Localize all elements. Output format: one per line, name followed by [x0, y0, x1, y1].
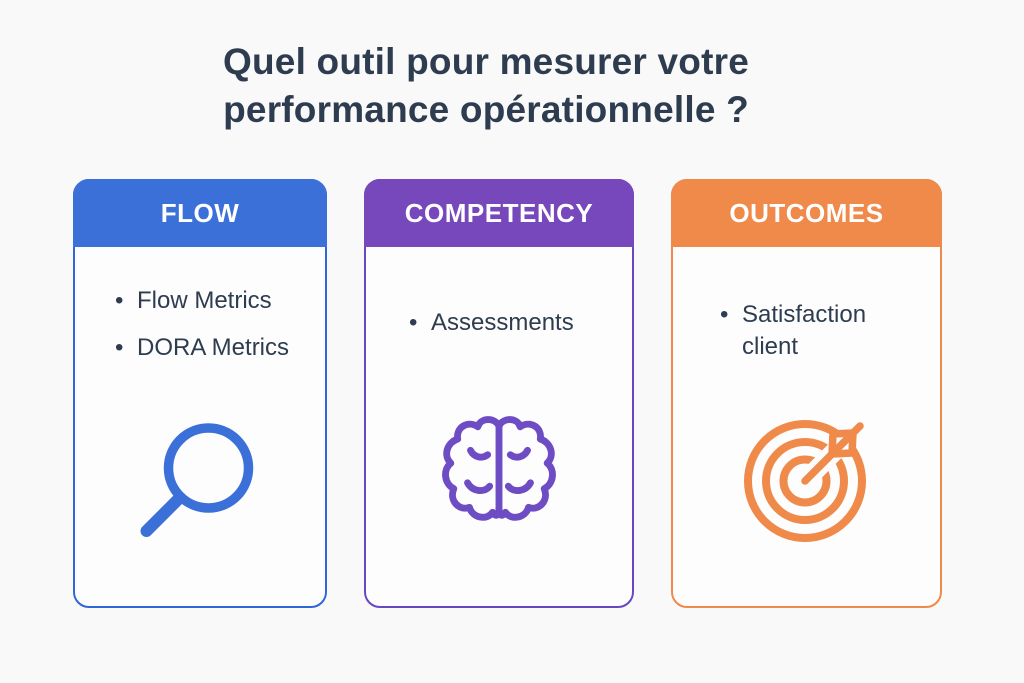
brain-icon [440, 410, 558, 537]
card-outcomes: OUTCOMES Satisfaction client [671, 179, 942, 608]
magnifier-icon [133, 418, 268, 558]
card-competency-header: COMPETENCY [364, 179, 634, 247]
card-flow-title: FLOW [160, 197, 240, 228]
list-item: DORA Metrics [115, 332, 325, 364]
card-flow-list: Flow Metrics DORA Metrics [75, 247, 325, 364]
page-title-line-2: performance opérationnelle ? [223, 89, 749, 130]
card-competency-title: COMPETENCY [404, 197, 594, 228]
page-title: Quel outil pour mesurer votre performanc… [0, 38, 972, 134]
card-flow-header: FLOW [73, 179, 327, 247]
list-item: Flow Metrics [115, 285, 325, 317]
card-competency-list: Assessments [366, 247, 632, 339]
cards-row: FLOW Flow Metrics DORA Metrics COMPETENC… [73, 179, 942, 608]
page-title-line-1: Quel outil pour mesurer votre [223, 41, 749, 82]
card-competency: COMPETENCY Assessments [364, 179, 634, 608]
target-icon [738, 405, 888, 550]
list-item: Assessments [409, 307, 632, 339]
list-item: Satisfaction client [720, 299, 907, 363]
card-outcomes-list: Satisfaction client [673, 247, 940, 363]
card-flow: FLOW Flow Metrics DORA Metrics [73, 179, 327, 608]
card-outcomes-title: OUTCOMES [729, 197, 884, 228]
card-outcomes-header: OUTCOMES [671, 179, 942, 247]
